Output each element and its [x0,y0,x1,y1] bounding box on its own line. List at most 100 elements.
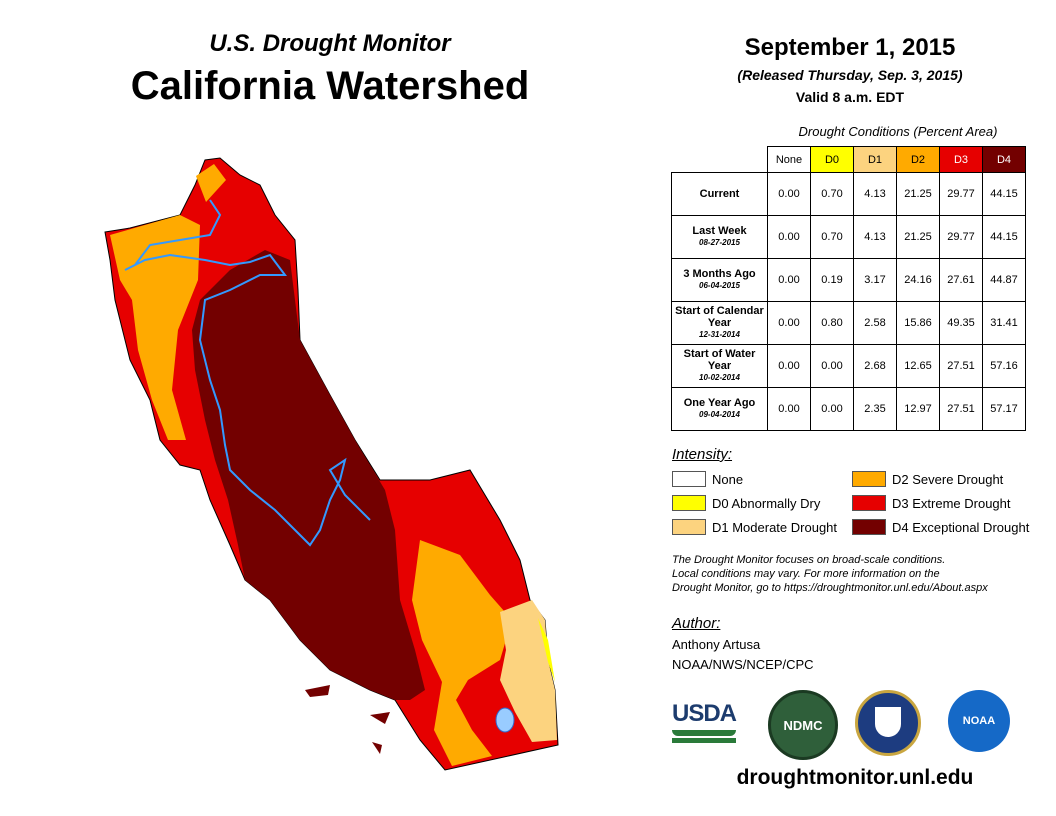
note-line: Drought Monitor, go to https://droughtmo… [672,582,988,594]
cell-value: 44.15 [982,215,1026,259]
drought-conditions-table: None D0 D1 D2 D3 D4 Current 0.00 0.70 4.13 2… [671,146,1026,431]
region-d0 [538,618,555,682]
cell-value: 0.70 [810,215,854,259]
legend-label: D0 Abnormally Dry [712,495,821,511]
row-date: 08-27-2015 [699,238,740,247]
row-date: 10-02-2014 [699,373,740,382]
table-row: One Year Ago 09-04-2014 0.00 0.00 2.35 12.97 2… [671,387,1026,431]
table-row: Start of Calendar Year 12-31-2014 0.00 0.80… [671,301,1026,345]
legend-label: D1 Moderate Drought [712,519,838,535]
noaa-logo: NOAA [948,690,1010,752]
cell-value: 0.00 [767,344,811,388]
col-d2: D2 [896,146,940,173]
col-none: None [767,146,811,173]
legend-item: D1 Moderate Drought [672,519,837,535]
row-label: Start of Calendar Year 12-31-2014 [671,301,768,345]
cell-value: 0.00 [810,387,854,431]
legend-item: D0 Abnormally Dry [672,495,820,511]
cell-value: 4.13 [853,172,897,216]
row-label: One Year Ago 09-04-2014 [671,387,768,431]
cell-value: 15.86 [896,301,940,345]
cell-value: 0.00 [767,172,811,216]
author-org: NOAA/NWS/NCEP/CPC [672,657,814,672]
cell-value: 31.41 [982,301,1026,345]
legend-item: D2 Severe Drought [852,471,1003,487]
legend-swatch [852,471,886,487]
legend-swatch [672,495,706,511]
usda-logo: USDA [672,700,737,748]
cell-value: 21.25 [896,215,940,259]
cell-value: 49.35 [939,301,983,345]
table-row: Start of Water Year 10-02-2014 0.00 0.00 2.6… [671,344,1026,388]
legend-label: D4 Exceptional Drought [892,519,1030,535]
cell-value: 2.35 [853,387,897,431]
row-label-text: Start of Water Year [683,348,756,372]
island [370,712,390,724]
region-d2-east [412,540,512,766]
col-d1: D1 [853,146,897,173]
footer-url[interactable]: droughtmonitor.unl.edu [736,766,974,789]
note-line: The Drought Monitor focuses on broad-sca… [672,554,946,566]
legend-swatch [672,519,706,535]
region-d4 [192,250,425,700]
ndmc-logo: NDMC [768,690,838,760]
table-row: 3 Months Ago 06-04-2015 0.00 0.19 3.17 24.16 2… [671,258,1026,302]
island [305,685,330,697]
legend-label: D2 Severe Drought [892,471,1004,487]
cell-value: 2.58 [853,301,897,345]
legend-swatch [852,519,886,535]
island [372,742,382,754]
author-name: Anthony Artusa [672,637,761,652]
row-label-text: Current [699,188,740,200]
map-date: September 1, 2015 [744,34,956,61]
table-row: Current 0.00 0.70 4.13 21.25 29.77 44.15 [671,172,1026,216]
cell-value: 24.16 [896,258,940,302]
col-d3: D3 [939,146,983,173]
note-line: Local conditions may vary. For more info… [672,568,940,580]
legend-item: None [672,471,743,487]
legend-label: D3 Extreme Drought [892,495,1011,511]
cell-value: 21.25 [896,172,940,216]
row-date: 12-31-2014 [699,330,740,339]
cell-value: 0.00 [767,387,811,431]
cell-value: 0.19 [810,258,854,302]
disclaimer-note: The Drought Monitor focuses on broad-sca… [672,553,1052,595]
map-title: California Watershed [130,64,530,108]
cell-value: 12.65 [896,344,940,388]
release-date: (Released Thursday, Sep. 3, 2015) [737,67,963,83]
cell-value: 27.51 [939,344,983,388]
cell-value: 57.17 [982,387,1026,431]
row-date: 06-04-2015 [699,281,740,290]
cell-value: 3.17 [853,258,897,302]
col-d0: D0 [810,146,854,173]
valid-time: Valid 8 a.m. EDT [795,89,905,105]
cell-value: 0.80 [810,301,854,345]
cell-value: 0.00 [767,301,811,345]
cell-value: 4.13 [853,215,897,259]
row-label-text: Last Week [692,225,747,237]
legend-swatch [852,495,886,511]
author-heading: Author: [672,615,721,632]
river [124,199,371,547]
cell-value: 57.16 [982,344,1026,388]
cell-value: 27.61 [939,258,983,302]
lake [495,707,515,733]
cell-value: 12.97 [896,387,940,431]
cell-value: 29.77 [939,172,983,216]
legend-label: None [712,471,744,487]
cell-value: 44.87 [982,258,1026,302]
legend-title: Intensity: [672,446,733,463]
col-d4: D4 [982,146,1026,173]
table-row: Last Week 08-27-2015 0.00 0.70 4.13 21.25 29.7… [671,215,1026,259]
table-caption: Drought Conditions (Percent Area) [798,124,998,139]
row-label: 3 Months Ago 06-04-2015 [671,258,768,302]
row-date: 09-04-2014 [699,410,740,419]
row-label-text: One Year Ago [683,397,756,409]
commerce-seal [855,690,921,756]
row-label-text: Start of Calendar Year [675,305,764,329]
subtitle: U.S. Drought Monitor [209,30,451,57]
cell-value: 0.70 [810,172,854,216]
cell-value: 2.68 [853,344,897,388]
cell-value: 0.00 [810,344,854,388]
